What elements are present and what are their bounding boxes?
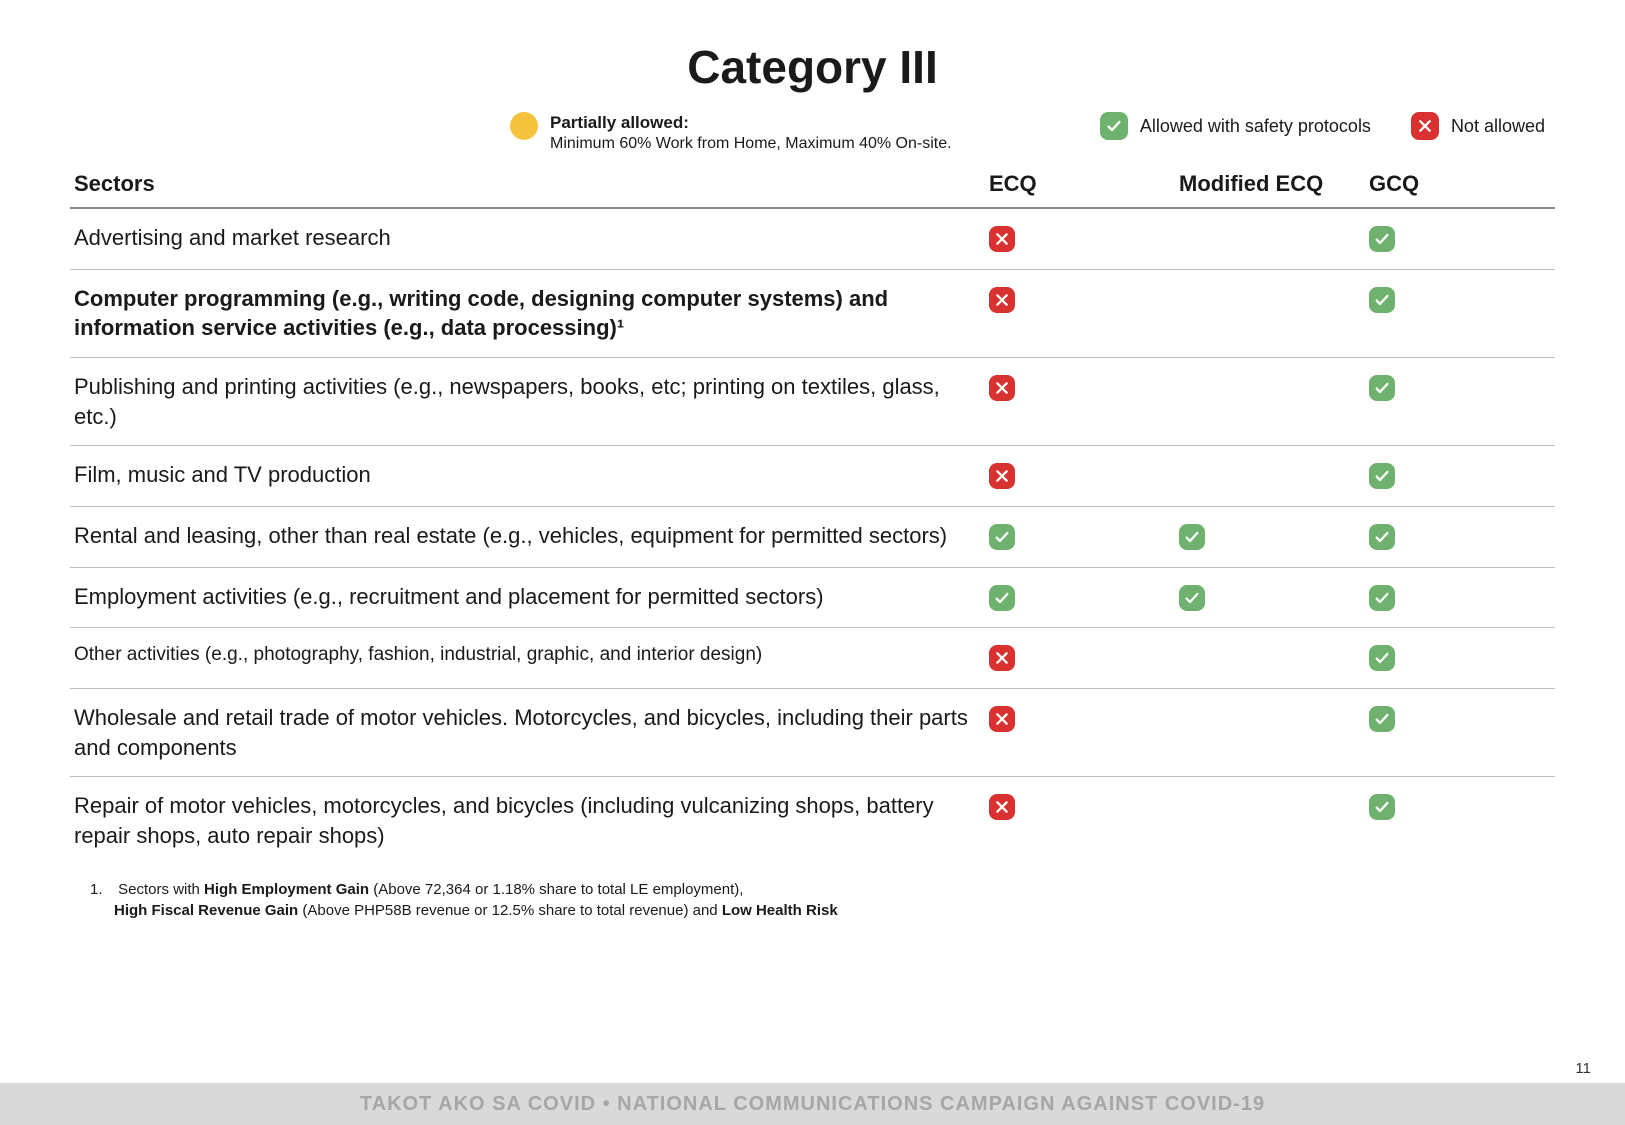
legend-partial: Partially allowed: Minimum 60% Work from… bbox=[510, 112, 952, 155]
col-mecq: Modified ECQ bbox=[1175, 165, 1365, 208]
allowed-icon bbox=[1369, 706, 1395, 732]
gcq-cell bbox=[1365, 628, 1555, 689]
table-row: Repair of motor vehicles, motorcycles, a… bbox=[70, 777, 1555, 865]
not-allowed-icon bbox=[989, 287, 1015, 313]
footer-text: TAKOT AKO SA COVID • NATIONAL COMMUNICAT… bbox=[360, 1093, 1265, 1116]
allowed-icon bbox=[1369, 645, 1395, 671]
allowed-icon bbox=[1369, 226, 1395, 252]
table-row: Film, music and TV production bbox=[70, 446, 1555, 507]
gcq-cell bbox=[1365, 689, 1555, 777]
gcq-cell bbox=[1365, 208, 1555, 269]
not-allowed-icon bbox=[989, 463, 1015, 489]
table-row: Advertising and market research bbox=[70, 208, 1555, 269]
ecq-cell bbox=[985, 446, 1175, 507]
partial-icon bbox=[510, 112, 538, 140]
sector-cell: Rental and leasing, other than real esta… bbox=[70, 507, 985, 568]
page-number: 11 bbox=[1575, 1060, 1591, 1077]
ecq-cell bbox=[985, 208, 1175, 269]
ecq-cell bbox=[985, 269, 1175, 357]
table-row: Rental and leasing, other than real esta… bbox=[70, 507, 1555, 568]
legend-allowed: Allowed with safety protocols bbox=[1100, 112, 1371, 140]
mecq-cell bbox=[1175, 507, 1365, 568]
not-allowed-icon bbox=[1411, 112, 1439, 140]
footnote: 1. Sectors with High Employment Gain (Ab… bbox=[70, 879, 1555, 921]
ecq-cell bbox=[985, 507, 1175, 568]
table-row: Wholesale and retail trade of motor vehi… bbox=[70, 689, 1555, 777]
ecq-cell bbox=[985, 777, 1175, 865]
sector-cell: Repair of motor vehicles, motorcycles, a… bbox=[70, 777, 985, 865]
col-gcq: GCQ bbox=[1365, 165, 1555, 208]
sector-cell: Wholesale and retail trade of motor vehi… bbox=[70, 689, 985, 777]
not-allowed-icon bbox=[989, 226, 1015, 252]
legend-not-allowed: Not allowed bbox=[1411, 112, 1545, 140]
mecq-cell bbox=[1175, 446, 1365, 507]
allowed-icon bbox=[1179, 524, 1205, 550]
allowed-icon bbox=[1369, 463, 1395, 489]
ecq-cell bbox=[985, 567, 1175, 628]
sector-cell: Advertising and market research bbox=[70, 208, 985, 269]
gcq-cell bbox=[1365, 446, 1555, 507]
ecq-cell bbox=[985, 689, 1175, 777]
allowed-icon bbox=[1369, 585, 1395, 611]
allowed-icon bbox=[1369, 794, 1395, 820]
sector-cell: Other activities (e.g., photography, fas… bbox=[70, 628, 985, 689]
sector-cell: Publishing and printing activities (e.g.… bbox=[70, 357, 985, 445]
gcq-cell bbox=[1365, 507, 1555, 568]
sector-cell: Computer programming (e.g., writing code… bbox=[70, 269, 985, 357]
not-allowed-icon bbox=[989, 375, 1015, 401]
not-allowed-icon bbox=[989, 794, 1015, 820]
gcq-cell bbox=[1365, 777, 1555, 865]
mecq-cell bbox=[1175, 567, 1365, 628]
mecq-cell bbox=[1175, 357, 1365, 445]
table-row: Other activities (e.g., photography, fas… bbox=[70, 628, 1555, 689]
gcq-cell bbox=[1365, 269, 1555, 357]
not-allowed-icon bbox=[989, 645, 1015, 671]
mecq-cell bbox=[1175, 628, 1365, 689]
page-content: Category III Partially allowed: Minimum … bbox=[0, 0, 1625, 921]
table-row: Employment activities (e.g., recruitment… bbox=[70, 567, 1555, 628]
mecq-cell bbox=[1175, 777, 1365, 865]
sector-cell: Film, music and TV production bbox=[70, 446, 985, 507]
allowed-icon bbox=[1369, 375, 1395, 401]
allowed-icon bbox=[1369, 287, 1395, 313]
allowed-icon bbox=[989, 524, 1015, 550]
footer-bar: TAKOT AKO SA COVID • NATIONAL COMMUNICAT… bbox=[0, 1083, 1625, 1125]
legend: Partially allowed: Minimum 60% Work from… bbox=[70, 112, 1555, 155]
allowed-icon bbox=[1179, 585, 1205, 611]
allowed-icon bbox=[1100, 112, 1128, 140]
allowed-icon bbox=[1369, 524, 1395, 550]
sectors-table: Sectors ECQ Modified ECQ GCQ Advertising… bbox=[70, 165, 1555, 865]
legend-partial-text: Partially allowed: Minimum 60% Work from… bbox=[550, 112, 952, 155]
col-ecq: ECQ bbox=[985, 165, 1175, 208]
mecq-cell bbox=[1175, 689, 1365, 777]
table-row: Computer programming (e.g., writing code… bbox=[70, 269, 1555, 357]
not-allowed-icon bbox=[989, 706, 1015, 732]
gcq-cell bbox=[1365, 567, 1555, 628]
page-title: Category III bbox=[70, 40, 1555, 94]
mecq-cell bbox=[1175, 208, 1365, 269]
gcq-cell bbox=[1365, 357, 1555, 445]
allowed-icon bbox=[989, 585, 1015, 611]
ecq-cell bbox=[985, 357, 1175, 445]
sector-cell: Employment activities (e.g., recruitment… bbox=[70, 567, 985, 628]
mecq-cell bbox=[1175, 269, 1365, 357]
ecq-cell bbox=[985, 628, 1175, 689]
col-sectors: Sectors bbox=[70, 165, 985, 208]
table-row: Publishing and printing activities (e.g.… bbox=[70, 357, 1555, 445]
